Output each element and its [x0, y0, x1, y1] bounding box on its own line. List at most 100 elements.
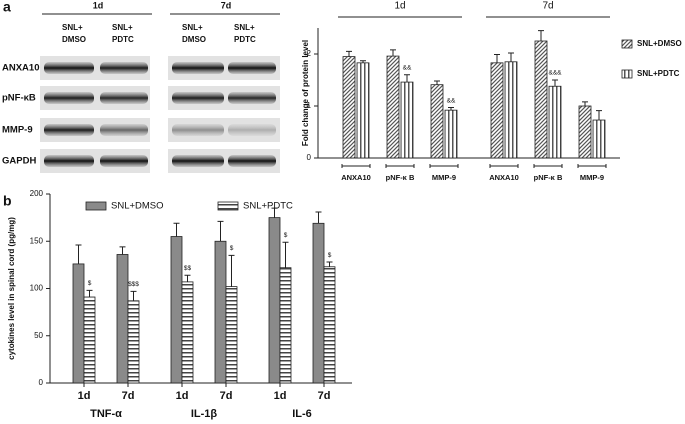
legend-swatch — [621, 39, 633, 49]
lane-label: SNL+ — [112, 23, 133, 32]
x-tick-label: 1d — [274, 390, 287, 402]
bar — [490, 62, 504, 159]
category-bracket — [341, 164, 371, 168]
annotation: $ — [88, 280, 92, 287]
x-tick-label: pNF-κ B — [386, 173, 415, 182]
blot: 1d 7d SNL+ DMSO SNL+ PDTC SNL+ DMSO SNL+… — [42, 0, 280, 44]
x-tick-label: 7d — [220, 390, 233, 402]
band — [228, 155, 276, 167]
category-bracket — [489, 164, 519, 168]
panel-label: b — [3, 193, 12, 209]
error-bar — [582, 101, 588, 106]
error-bar — [346, 50, 352, 57]
annotation: &&& — [548, 70, 562, 77]
bar — [72, 263, 85, 384]
error-bar — [217, 220, 224, 242]
annotation: $$$ — [128, 281, 139, 288]
error-bar — [538, 30, 544, 41]
bar — [444, 109, 458, 159]
band — [100, 62, 148, 74]
error-bar — [184, 274, 191, 282]
bar — [534, 40, 548, 159]
bar — [592, 119, 606, 159]
row-label: GAPDH — [2, 156, 36, 167]
error-bar — [86, 289, 93, 298]
annotation: $$ — [184, 265, 192, 272]
lane-label: PDTC — [112, 35, 134, 44]
y-tick-label: 150 — [30, 236, 44, 245]
bar — [386, 55, 400, 159]
annotation: && — [403, 65, 412, 72]
legend-swatch — [621, 69, 633, 79]
group-label: 7d — [542, 1, 553, 12]
legend-label: SNL+DMSO — [111, 201, 164, 212]
band — [44, 155, 94, 167]
lane-label: DMSO — [62, 35, 86, 44]
band — [228, 92, 276, 104]
bar — [400, 81, 414, 159]
y-tick-label: 100 — [30, 284, 44, 293]
error-bar — [434, 80, 440, 85]
annotation: $ — [328, 252, 332, 259]
error-bar — [390, 49, 396, 57]
x-tick-label: ANXA10 — [489, 173, 519, 182]
x-tick-label: pNF-κ B — [534, 173, 563, 182]
row-label: MMP-9 — [2, 125, 33, 136]
band — [44, 92, 94, 104]
error-bar — [404, 74, 410, 83]
error-bar — [508, 52, 514, 62]
y-tick-label: 200 — [30, 189, 44, 198]
annotation: $ — [284, 232, 288, 239]
legend-label: SNL+PDTC — [637, 69, 680, 78]
x-tick-label: 7d — [122, 390, 135, 402]
y-tick-label: 50 — [34, 331, 43, 340]
group-label: TNF-α — [90, 408, 122, 420]
bar — [127, 300, 140, 384]
error-bar — [315, 211, 322, 224]
lane-label: SNL+ — [182, 23, 203, 32]
x-tick-label: ANXA10 — [341, 173, 371, 182]
bar — [504, 61, 518, 159]
y-tick-label: 1 — [307, 101, 312, 110]
bar — [342, 56, 356, 159]
band — [172, 62, 224, 74]
blot-rows: ANXA10 pNF-κB MMP-9 GAPDH — [2, 56, 280, 173]
x-tick-label: 1d — [78, 390, 91, 402]
error-bar — [130, 290, 137, 301]
error-bar — [448, 107, 454, 111]
group-label: IL-6 — [292, 408, 312, 420]
category-bracket — [429, 164, 459, 168]
lane-label: SNL+ — [62, 23, 83, 32]
bar — [356, 62, 370, 159]
error-bar — [326, 261, 333, 267]
blot-time: 7d — [221, 0, 232, 10]
band — [172, 124, 224, 136]
y-tick-label: 0 — [39, 378, 44, 387]
blot-time: 1d — [93, 0, 104, 10]
legend-label: SNL+DMSO — [637, 39, 682, 48]
lane-label: SNL+ — [234, 23, 255, 32]
band — [44, 124, 94, 136]
bar — [214, 240, 227, 384]
row-label: ANXA10 — [2, 63, 40, 74]
band — [100, 92, 148, 104]
band — [172, 92, 224, 104]
band — [228, 124, 276, 136]
bar — [430, 84, 444, 159]
category-bracket — [577, 164, 607, 168]
bar — [279, 267, 292, 384]
bar — [170, 236, 183, 384]
x-tick-label: MMP-9 — [580, 173, 604, 182]
x-tick-label: 7d — [318, 390, 331, 402]
legend-swatch — [217, 201, 239, 211]
group-label: 1d — [394, 1, 405, 12]
panel-label: a — [3, 0, 11, 15]
error-bar — [75, 244, 82, 264]
x-tick-label: MMP-9 — [432, 173, 456, 182]
annotation: && — [447, 97, 456, 104]
legend-swatch — [85, 201, 107, 211]
error-bar — [282, 241, 289, 268]
bar — [268, 217, 281, 384]
